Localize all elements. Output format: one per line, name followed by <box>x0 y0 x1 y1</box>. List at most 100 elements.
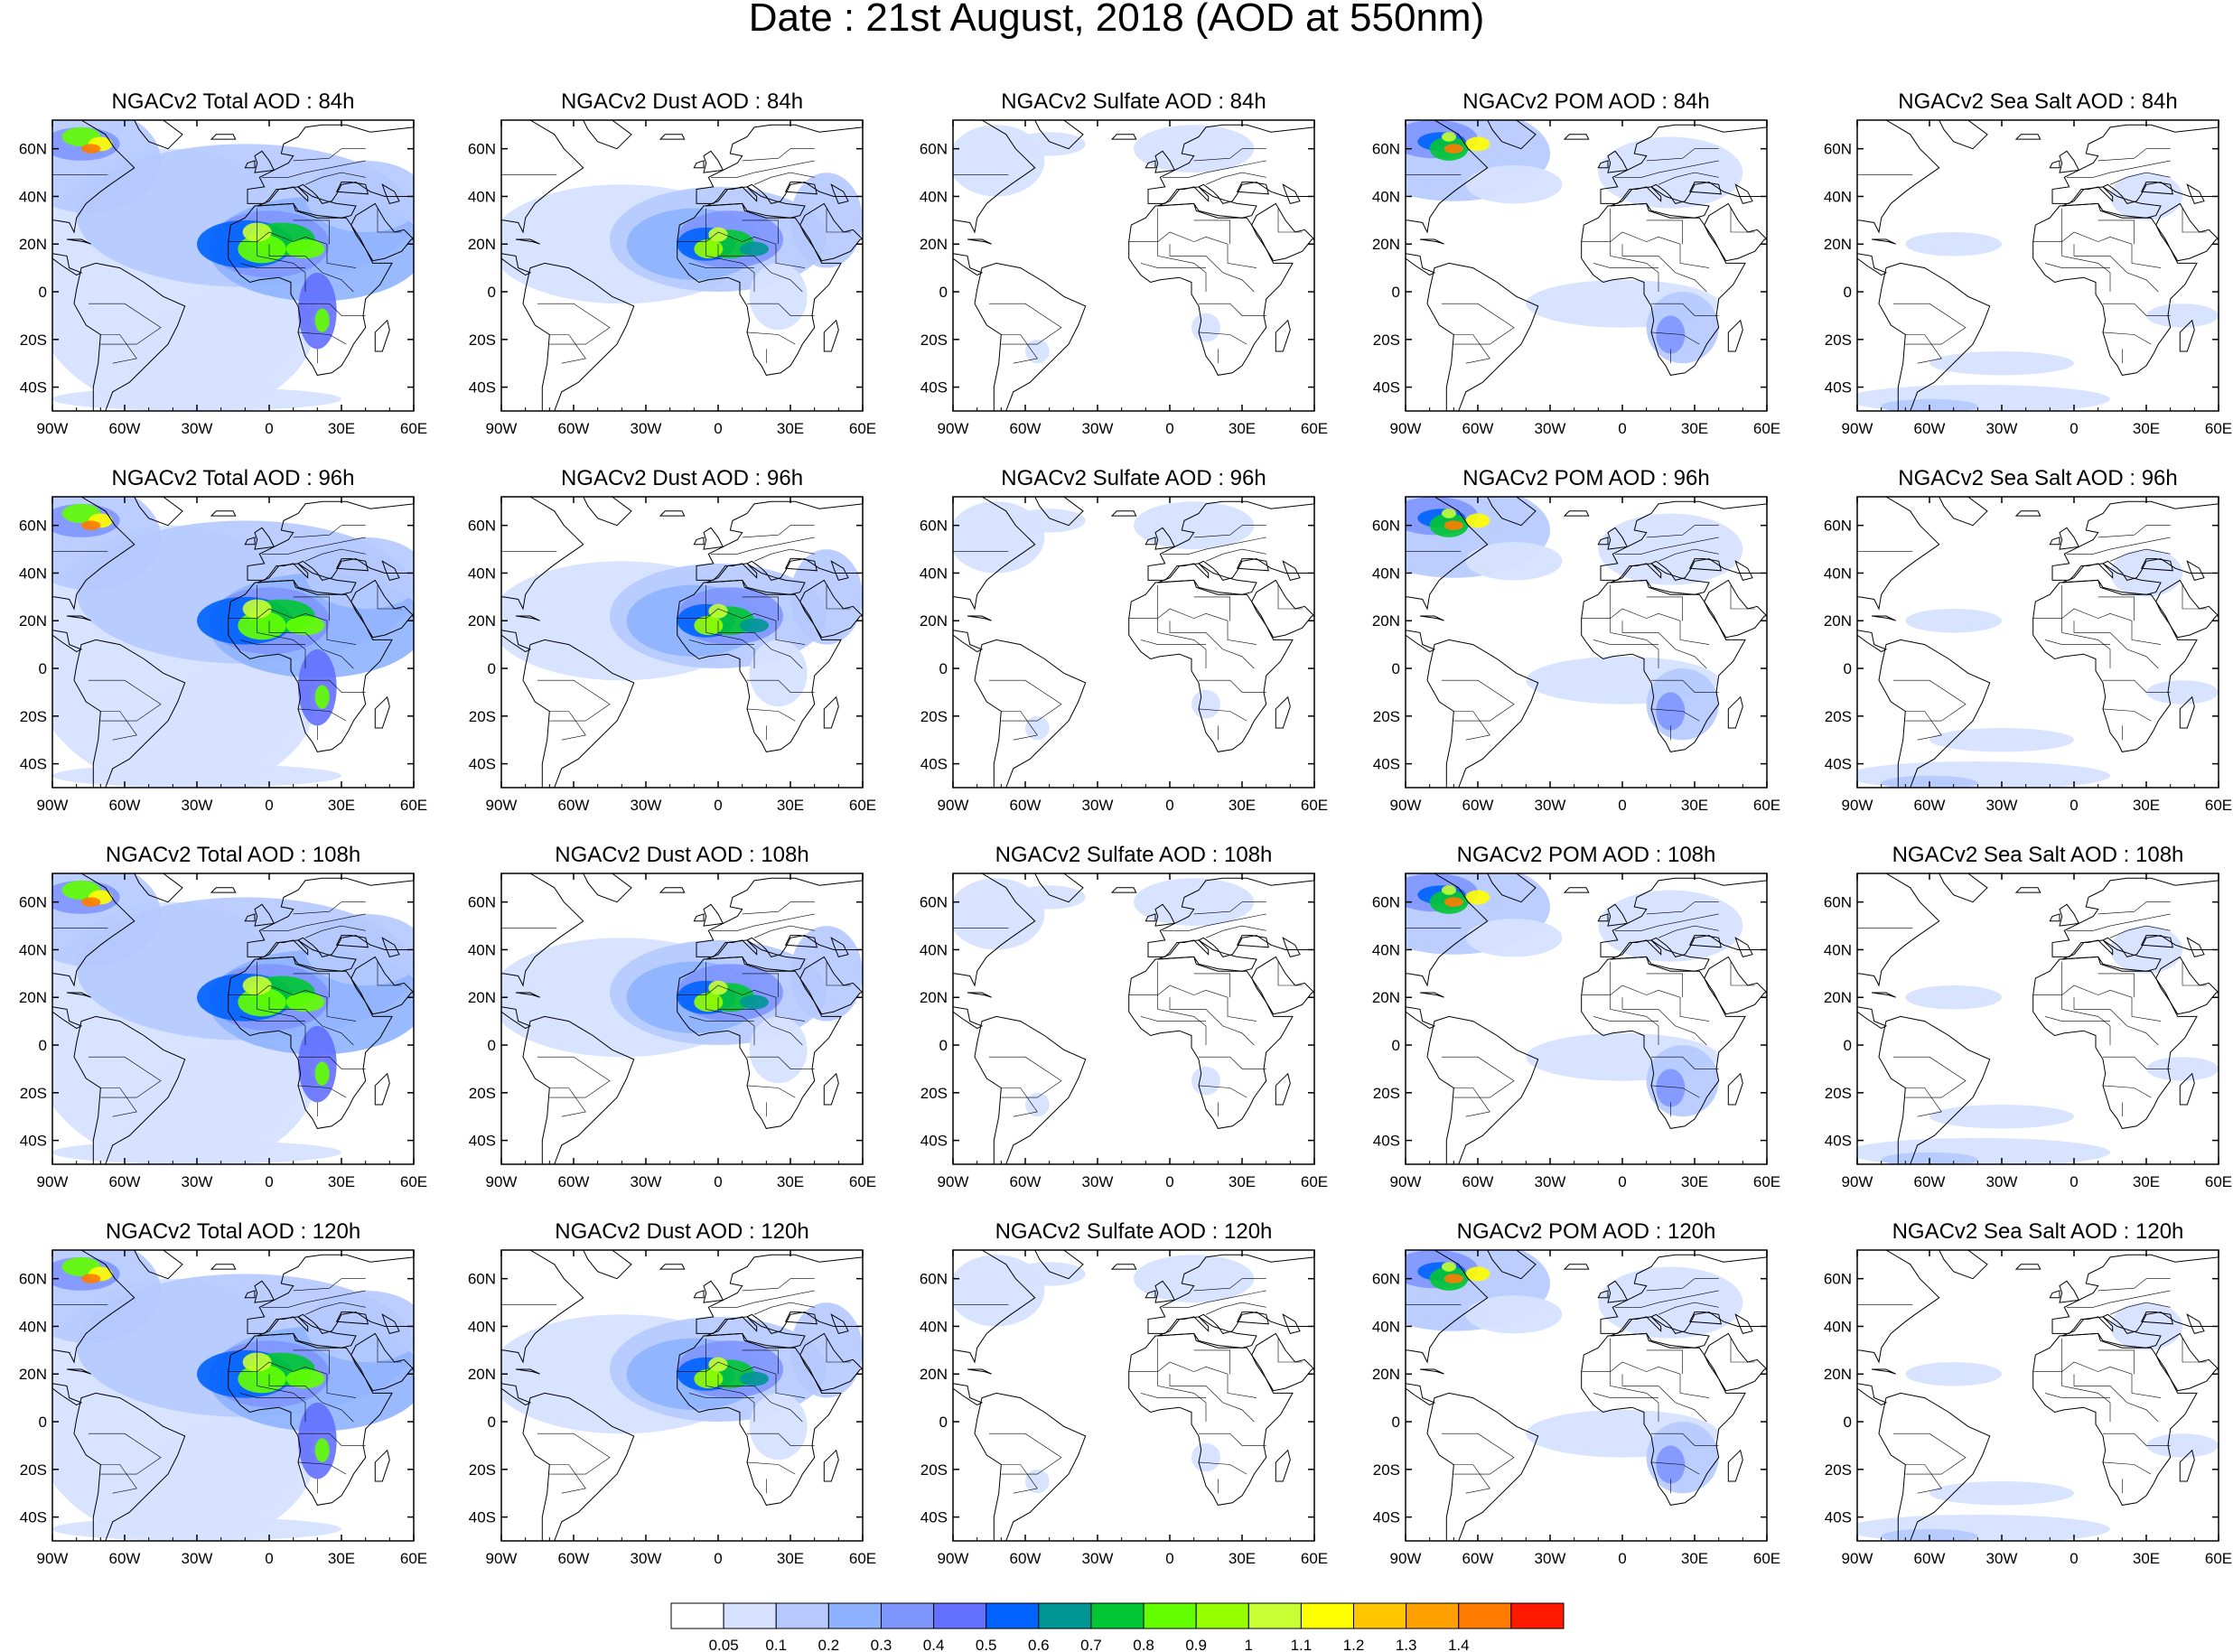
country-border <box>2182 584 2207 610</box>
y-tick-label: 20S <box>1373 708 1400 725</box>
map-field <box>52 120 414 411</box>
country-border <box>293 1278 366 1292</box>
aod-plume <box>1905 1362 2003 1386</box>
country-border <box>2061 1338 2111 1422</box>
y-tick-label: 20S <box>20 331 47 349</box>
country-border <box>1730 584 1755 610</box>
landmass-ca <box>953 630 984 653</box>
x-tick-label: 30E <box>328 1550 355 1567</box>
country-border <box>268 1374 354 1423</box>
landmass-eur <box>2051 124 2219 204</box>
country-border <box>711 1290 815 1308</box>
aod-field <box>1406 873 1743 1117</box>
x-tick-label: 90W <box>1390 1550 1422 1567</box>
country-border <box>2032 608 2162 645</box>
aod-plume <box>1191 313 1220 342</box>
landmass-greenland <box>583 497 632 527</box>
country-border <box>1163 1290 1266 1308</box>
panel-title: NGACv2 Sulfate AOD : 96h <box>1001 466 1266 490</box>
y-tick-label: 40N <box>468 941 496 958</box>
y-tick-label: 40S <box>1825 1509 1852 1526</box>
aod-plume <box>740 994 769 1010</box>
country-border <box>1199 1056 1266 1069</box>
landmass-ca <box>1857 1006 1888 1030</box>
landmass-madag <box>1275 1072 1291 1106</box>
landmass-na <box>953 497 1036 611</box>
y-tick-label: 40N <box>1824 188 1852 205</box>
country-border <box>293 901 366 915</box>
country-border <box>228 985 357 1022</box>
x-tick-label: 60W <box>1010 1550 1042 1567</box>
country-border <box>1157 1338 1207 1422</box>
panel-title: NGACv2 POM AOD : 120h <box>1457 1219 1716 1244</box>
aod-field <box>52 873 414 1164</box>
landmass-cuba <box>1419 238 1444 245</box>
landmass-sa <box>73 1392 186 1541</box>
x-tick-label: 0 <box>1618 1550 1626 1567</box>
coastlines <box>1857 1250 2219 1541</box>
aod-plume <box>1444 144 1464 154</box>
country-border <box>1140 1016 1206 1022</box>
x-tick-label: 90W <box>37 420 69 437</box>
landmass-cuba <box>66 615 91 621</box>
landmass-eur <box>2051 500 2219 581</box>
x-tick-label: 0 <box>1618 797 1626 814</box>
x-tick-label: 30E <box>328 797 355 814</box>
country-border <box>1650 1085 1700 1098</box>
y-tick-label: 20N <box>1372 989 1400 1006</box>
colorbar-swatch <box>1510 1602 1565 1629</box>
x-tick-label: 30E <box>1229 420 1256 437</box>
country-border <box>1615 1290 1719 1308</box>
y-tick-label: 40S <box>469 1133 496 1150</box>
landmass-na <box>501 120 584 234</box>
landmass-ca <box>1406 1383 1436 1406</box>
landmass-ireland <box>693 1290 705 1299</box>
landmass-med <box>1610 939 1710 972</box>
landmass-black <box>2140 558 2173 572</box>
coastlines <box>501 873 863 1164</box>
landmass-iceland <box>1563 510 1590 517</box>
country-border <box>1453 1087 1490 1117</box>
landmass-eur <box>2051 877 2219 957</box>
landmass-black <box>784 182 818 195</box>
panel-title: NGACv2 Dust AOD : 108h <box>555 843 808 867</box>
country-border <box>1621 1374 1707 1423</box>
landmass-cuba <box>1419 1368 1444 1375</box>
landmass-arab <box>799 956 863 1015</box>
country-border <box>1646 525 1719 538</box>
panel-title: NGACv2 POM AOD : 96h <box>1462 466 1709 490</box>
x-tick-label: 30E <box>1681 1550 1708 1567</box>
country-border <box>304 1302 366 1315</box>
landmass-arab <box>1251 1332 1314 1392</box>
country-border <box>1442 303 1515 345</box>
aod-plume <box>285 238 325 259</box>
y-tick-label: 60N <box>468 141 496 158</box>
x-tick-label: 30E <box>1229 797 1256 814</box>
panel-title: NGACv2 Dust AOD : 120h <box>555 1219 808 1244</box>
aod-plume <box>740 618 769 633</box>
country-border <box>257 1338 306 1422</box>
map-frame <box>1405 496 1768 789</box>
country-border <box>549 1087 586 1117</box>
country-border <box>989 303 1062 345</box>
x-tick-label: 0 <box>2069 420 2078 437</box>
y-tick-label: 20S <box>469 1461 496 1479</box>
country-border <box>1128 985 1257 1022</box>
aod-plume <box>298 1025 337 1103</box>
country-border <box>2067 1290 2171 1308</box>
country-border <box>1658 172 1719 185</box>
x-tick-label: 60E <box>2205 797 2232 814</box>
country-border <box>1610 584 1659 668</box>
x-tick-label: 90W <box>486 1173 518 1190</box>
country-border <box>1658 548 1719 562</box>
landmass-sa <box>974 1392 1087 1541</box>
y-tick-label: 40S <box>1825 1133 1852 1150</box>
country-border <box>1442 1056 1515 1098</box>
aod-plume <box>1444 1274 1464 1283</box>
landmass-ca <box>501 253 532 276</box>
x-tick-label: 60W <box>109 1173 141 1190</box>
landmass-afr <box>677 956 842 1129</box>
y-tick-label: 20S <box>1373 1085 1400 1102</box>
landmass-iceland <box>1563 134 1590 140</box>
aod-plume <box>1929 1481 2074 1506</box>
